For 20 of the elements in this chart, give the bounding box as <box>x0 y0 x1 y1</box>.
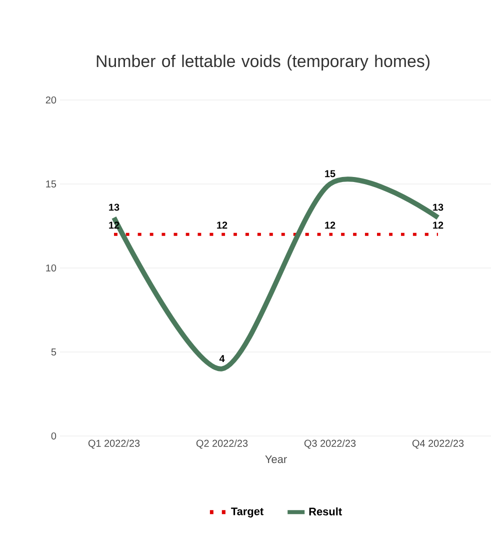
y-tick-label: 10 <box>46 264 56 272</box>
legend-label: Result <box>309 507 342 516</box>
data-label: 12 <box>217 222 228 229</box>
x-tick-label: Q2 2022/23 <box>196 440 248 449</box>
data-label: 12 <box>433 222 444 229</box>
x-tick-label: Q4 2022/23 <box>412 440 464 449</box>
data-label: 13 <box>109 204 120 211</box>
y-tick-label: 0 <box>51 432 56 440</box>
data-label: 13 <box>433 204 444 211</box>
x-axis-title: Year <box>265 455 287 464</box>
y-tick-label: 20 <box>46 96 56 104</box>
y-tick-label: 5 <box>51 348 56 356</box>
chart-title: Number of lettable voids (temporary homes) <box>96 54 430 70</box>
legend-label: Target <box>231 508 264 518</box>
x-tick-label: Q3 2022/23 <box>304 440 356 449</box>
data-label: 15 <box>325 170 336 178</box>
x-tick-label: Q1 2022/23 <box>88 440 140 449</box>
data-label: 4 <box>219 355 225 362</box>
data-label: 12 <box>325 222 336 229</box>
y-tick-label: 15 <box>46 180 56 188</box>
